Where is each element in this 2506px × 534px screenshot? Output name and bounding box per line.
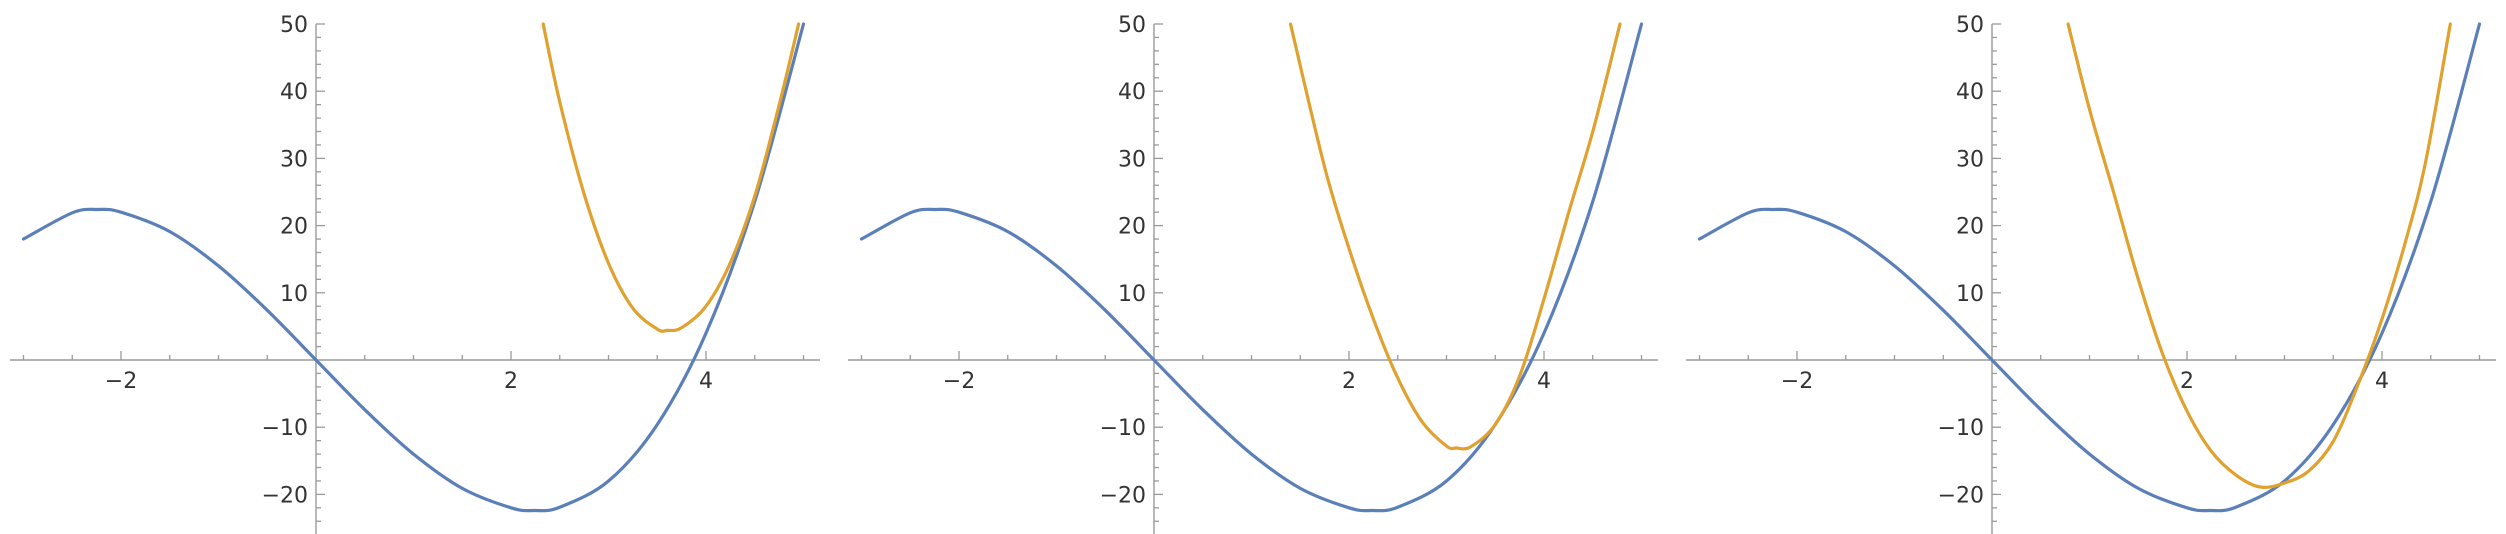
y-tick-label: 30 [1118,147,1146,172]
y-tick-label: 40 [280,80,308,105]
series-1-line [21,22,806,513]
series-1-line [859,22,1644,513]
x-tick-label: −2 [1781,369,1813,394]
y-tick-label: 20 [280,215,308,240]
y-tick-label: −10 [1100,416,1146,441]
y-tick-label: 30 [280,147,308,172]
y-tick-label: 20 [1118,215,1146,240]
y-tick-label: 10 [280,282,308,307]
y-tick-label: 40 [1956,80,1984,105]
y-tick-label: −20 [1100,483,1146,508]
x-tick-label: 4 [1537,369,1551,394]
x-tick-label: 4 [699,369,713,394]
x-tick-label: 2 [2180,369,2194,394]
y-tick-label: −10 [1938,416,1984,441]
y-tick-label: 40 [1118,80,1146,105]
y-tick-label: 50 [1956,13,1984,38]
series-2-line [1288,22,1622,451]
y-tick-label: 20 [1956,215,1984,240]
plot-panel-1: −2 2 4 −20 −10 10 20 30 40 50 [10,13,820,534]
y-tick-label: 50 [1118,13,1146,38]
series-2-line [541,22,801,333]
x-tick-label: 4 [2375,369,2389,394]
y-tick-label: −10 [262,416,308,441]
x-tick-label: 2 [504,369,518,394]
y-tick-label: 50 [280,13,308,38]
plot-panel-3: −2 2 4 −20 −10 10 20 30 40 50 [1686,13,2496,534]
x-tick-label: −2 [943,369,975,394]
plot-panel-2: −2 2 4 −20 −10 10 20 30 40 50 [848,13,1658,534]
y-tick-label: 30 [1956,147,1984,172]
y-tick-label: 10 [1956,282,1984,307]
y-tick-label: −20 [1938,483,1984,508]
x-tick-label: 2 [1342,369,1356,394]
series-2-line [2066,22,2452,489]
x-tick-label: −2 [105,369,137,394]
y-tick-label: 10 [1118,282,1146,307]
y-tick-label: −20 [262,483,308,508]
series-1-line [1697,22,2482,513]
